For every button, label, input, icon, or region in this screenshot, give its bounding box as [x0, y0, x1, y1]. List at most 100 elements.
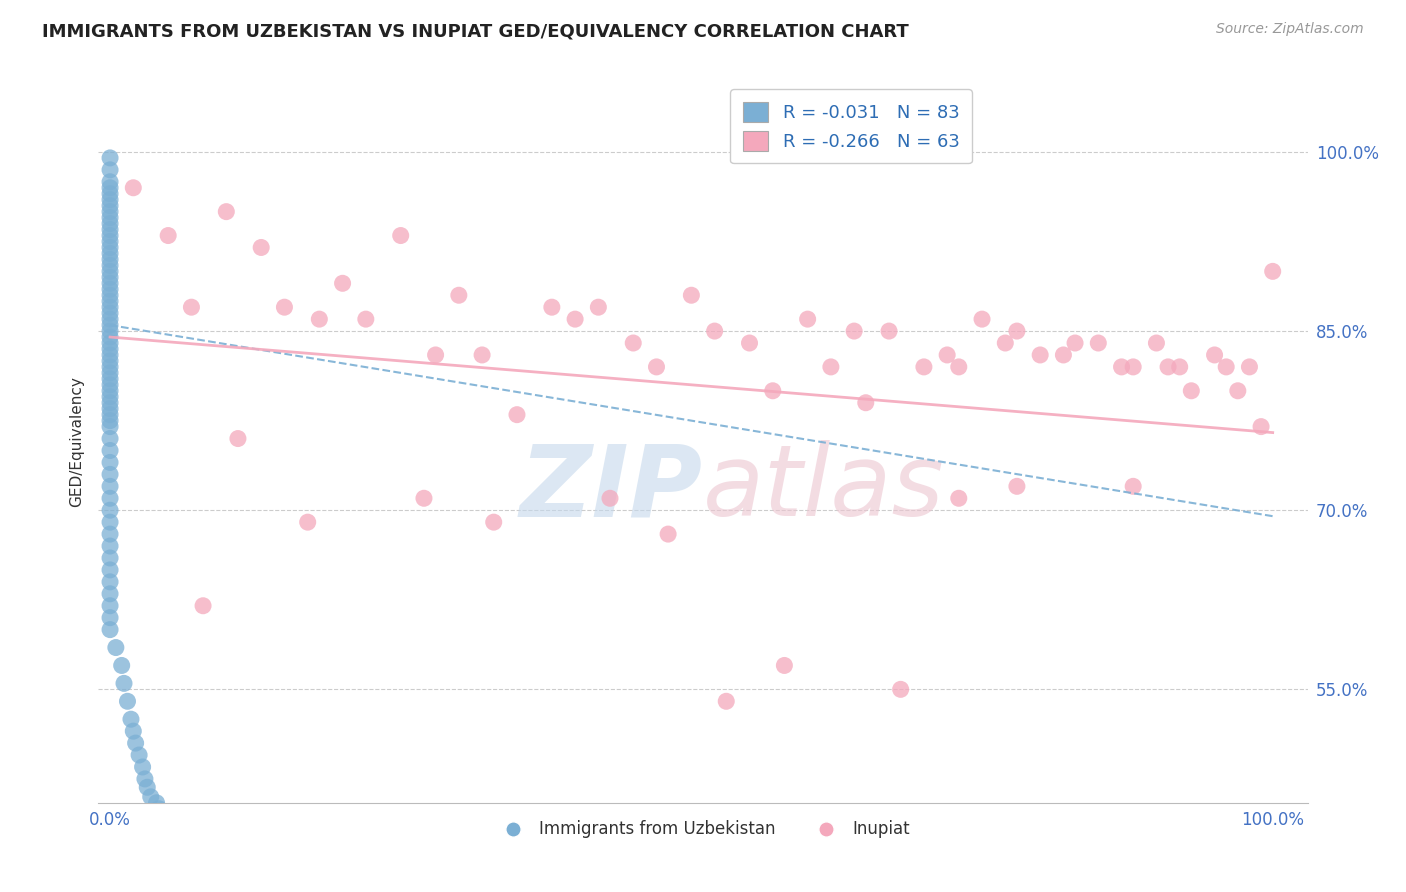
Point: [413, 491, 436, 506]
Point: [117, 694, 139, 708]
Point: [796, 312, 818, 326]
Point: [98, 270, 121, 285]
Point: [98, 246, 121, 260]
Point: [297, 515, 319, 529]
Point: [157, 814, 180, 828]
Point: [98, 574, 121, 589]
Point: [98, 479, 121, 493]
Point: [855, 395, 877, 409]
Point: [98, 151, 121, 165]
Point: [98, 401, 121, 416]
Point: [332, 277, 354, 291]
Point: [98, 235, 121, 249]
Point: [425, 348, 447, 362]
Point: [716, 694, 738, 708]
Point: [204, 849, 226, 863]
Point: [1239, 359, 1261, 374]
Point: [912, 359, 935, 374]
Point: [98, 193, 121, 207]
Point: [136, 780, 159, 795]
Point: [621, 336, 644, 351]
Point: [98, 324, 121, 338]
Point: [1122, 479, 1144, 493]
Point: [98, 354, 121, 368]
Point: [447, 288, 470, 302]
Point: [98, 359, 121, 374]
Point: [98, 300, 121, 314]
Point: [1111, 359, 1133, 374]
Text: Source: ZipAtlas.com: Source: ZipAtlas.com: [1216, 22, 1364, 37]
Point: [98, 306, 121, 320]
Point: [540, 300, 562, 314]
Point: [150, 807, 173, 822]
Point: [1215, 359, 1237, 374]
Point: [98, 539, 121, 553]
Point: [970, 312, 993, 326]
Point: [98, 384, 121, 398]
Point: [1250, 419, 1272, 434]
Point: [98, 228, 121, 243]
Point: [98, 162, 121, 177]
Point: [98, 515, 121, 529]
Point: [389, 228, 412, 243]
Point: [681, 288, 703, 302]
Point: [1087, 336, 1109, 351]
Point: [122, 180, 145, 194]
Point: [250, 240, 273, 254]
Point: [703, 324, 725, 338]
Point: [1144, 336, 1167, 351]
Point: [762, 384, 785, 398]
Point: [98, 217, 121, 231]
Point: [169, 825, 191, 839]
Point: [134, 772, 156, 786]
Point: [180, 300, 202, 314]
Point: [98, 282, 121, 296]
Point: [98, 563, 121, 577]
Point: [98, 610, 121, 624]
Point: [174, 831, 197, 846]
Point: [98, 175, 121, 189]
Point: [1261, 264, 1284, 278]
Point: [98, 432, 121, 446]
Point: [1168, 359, 1191, 374]
Point: [98, 240, 121, 254]
Point: [98, 342, 121, 356]
Point: [98, 372, 121, 386]
Point: [354, 312, 377, 326]
Point: [98, 336, 121, 351]
Point: [98, 294, 121, 309]
Point: [191, 844, 214, 858]
Point: [1122, 359, 1144, 374]
Point: [98, 587, 121, 601]
Point: [98, 467, 121, 482]
Point: [98, 503, 121, 517]
Point: [124, 736, 146, 750]
Point: [98, 455, 121, 469]
Point: [145, 796, 167, 810]
Point: [98, 527, 121, 541]
Point: [98, 180, 121, 194]
Point: [738, 336, 761, 351]
Point: [98, 199, 121, 213]
Point: [98, 419, 121, 434]
Point: [98, 491, 121, 506]
Point: [1204, 348, 1226, 362]
Point: [98, 414, 121, 428]
Point: [936, 348, 959, 362]
Point: [128, 747, 150, 762]
Point: [112, 676, 135, 690]
Point: [98, 264, 121, 278]
Point: [191, 599, 214, 613]
Point: [111, 658, 134, 673]
Point: [1064, 336, 1087, 351]
Point: [98, 186, 121, 201]
Point: [599, 491, 621, 506]
Y-axis label: GED/Equivalency: GED/Equivalency: [69, 376, 84, 507]
Point: [645, 359, 668, 374]
Point: [122, 724, 145, 739]
Point: [98, 318, 121, 332]
Point: [98, 211, 121, 225]
Point: [98, 348, 121, 362]
Point: [163, 820, 186, 834]
Point: [1226, 384, 1249, 398]
